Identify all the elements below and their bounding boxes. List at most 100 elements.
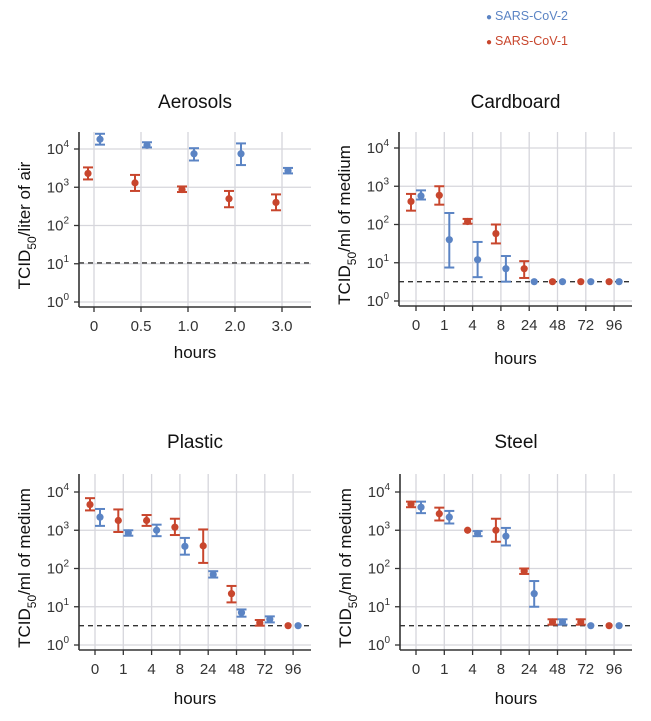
legend-marker-icon: ●	[486, 12, 493, 23]
data-point	[577, 618, 585, 626]
data-point	[445, 236, 453, 244]
data-point	[464, 217, 472, 226]
x-tick-label: 0.5	[131, 318, 152, 335]
y-axis-label-rest: /ml of medium	[15, 488, 34, 595]
x-tick-label: 72	[577, 317, 594, 334]
y-axis-label-subscript: 50	[25, 595, 39, 609]
y-axis-label-subscript: 50	[25, 236, 39, 250]
data-point	[407, 500, 415, 508]
x-tick-label: 0	[90, 318, 98, 335]
data-point	[474, 529, 482, 538]
data-point	[284, 622, 292, 630]
data-point	[96, 135, 104, 143]
data-point	[615, 622, 623, 630]
y-tick-label: 104	[47, 139, 70, 158]
data-point	[558, 618, 567, 626]
x-tick-label: 96	[606, 661, 623, 678]
data-point	[502, 265, 510, 273]
data-point	[256, 619, 264, 627]
y-tick-exponent: 2	[383, 215, 389, 226]
y-tick-exponent: 1	[383, 253, 389, 264]
y-tick-exponent: 3	[383, 176, 389, 187]
series-sars-cov-2	[95, 132, 293, 175]
y-axis-label-main: TCID	[15, 250, 34, 290]
x-tick-label: 8	[176, 661, 184, 678]
chart-title: Cardboard	[471, 92, 561, 113]
y-axis-label-rest: /ml of medium	[335, 145, 354, 252]
series-sars-cov-2	[416, 189, 623, 286]
y-tick-exponent: 4	[63, 482, 69, 493]
x-tick-label: 2.0	[225, 318, 246, 335]
data-point	[605, 278, 613, 286]
x-tick-label: 0	[412, 317, 420, 334]
legend-label: SARS-CoV-1	[495, 34, 568, 48]
y-tick-exponent: 3	[384, 520, 390, 531]
y-tick-label: 104	[367, 138, 390, 157]
data-point	[237, 609, 246, 617]
data-point	[492, 526, 500, 534]
x-tick-label: 4	[468, 661, 476, 678]
x-tick-label: 8	[497, 317, 505, 334]
data-point	[615, 278, 623, 286]
data-point	[190, 150, 198, 158]
y-axis-label-main: TCID	[15, 608, 34, 648]
x-tick-label: 0	[91, 661, 99, 678]
y-tick-exponent: 4	[384, 482, 390, 493]
y-tick-label: 103	[47, 520, 70, 539]
data-point	[587, 622, 595, 630]
y-tick-exponent: 3	[63, 520, 69, 531]
y-tick-label: 101	[47, 597, 70, 616]
x-tick-label: 96	[606, 317, 623, 334]
y-tick-label: 102	[47, 216, 70, 235]
data-point	[502, 532, 510, 540]
y-tick-label: 102	[367, 215, 390, 234]
x-tick-label: 4	[468, 317, 476, 334]
legend-sars-cov-2: ● SARS-CoV-2	[486, 9, 568, 23]
y-tick-exponent: 0	[63, 635, 69, 646]
data-point	[272, 198, 280, 207]
chart-title: Steel	[494, 432, 537, 453]
y-tick-exponent: 0	[384, 635, 390, 646]
data-point	[84, 169, 92, 178]
data-point	[96, 513, 104, 521]
data-point	[124, 529, 132, 537]
data-point	[266, 615, 274, 623]
y-tick-label: 101	[367, 253, 390, 272]
y-axis-label: TCID50/ml of medium	[15, 488, 39, 648]
data-point	[548, 278, 557, 286]
data-point	[577, 278, 585, 286]
x-axis-label: hours	[494, 349, 537, 368]
y-tick-exponent: 4	[63, 139, 69, 150]
y-tick-exponent: 1	[63, 254, 69, 265]
x-tick-label: 24	[521, 317, 538, 334]
legend-marker-icon: ●	[486, 37, 493, 48]
data-point	[492, 229, 500, 238]
data-point	[181, 542, 189, 550]
data-point	[445, 513, 453, 521]
y-tick-exponent: 2	[63, 559, 69, 570]
y-axis-label-subscript: 50	[346, 595, 360, 609]
data-point	[284, 167, 292, 175]
y-tick-label: 102	[368, 559, 391, 578]
x-axis-label: hours	[495, 689, 538, 708]
data-point	[237, 150, 245, 158]
chart-title: Aerosols	[158, 92, 232, 113]
x-tick-label: 1	[440, 317, 448, 334]
y-axis-label-main: TCID	[335, 265, 354, 305]
data-point	[227, 590, 236, 598]
series-sars-cov-2	[95, 507, 302, 630]
y-tick-exponent: 0	[383, 291, 389, 302]
y-axis-label: TCID50/ml of medium	[335, 145, 359, 305]
x-tick-label: 0	[412, 661, 420, 678]
data-point	[294, 622, 302, 630]
y-tick-exponent: 0	[63, 292, 69, 303]
data-point	[143, 141, 151, 149]
x-tick-label: 3.0	[272, 318, 293, 335]
data-point	[435, 191, 443, 199]
data-point	[530, 278, 538, 286]
y-tick-exponent: 2	[384, 559, 390, 570]
